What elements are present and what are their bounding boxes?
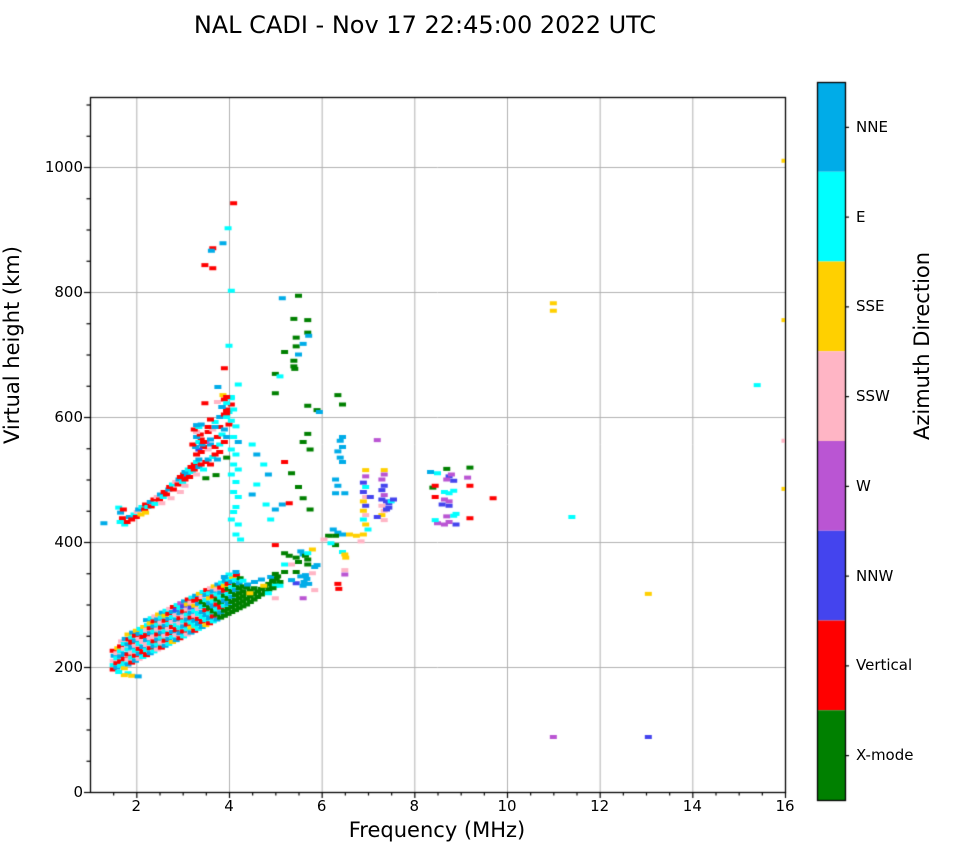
y-tick-label: 800 bbox=[54, 283, 83, 301]
y-tick-label: 1000 bbox=[44, 158, 83, 176]
x-tick-label: 10 bbox=[497, 797, 517, 815]
colorbar-category-label: SSE bbox=[856, 297, 885, 316]
colorbar-category-label: W bbox=[856, 476, 871, 495]
x-tick-label: 6 bbox=[316, 797, 327, 815]
y-tick-label: 200 bbox=[54, 658, 83, 676]
y-tick-label: 0 bbox=[73, 783, 83, 801]
colorbar-title: Azimuth Direction bbox=[910, 251, 934, 440]
chart-title: NAL CADI - Nov 17 22:45:00 2022 UTC bbox=[193, 11, 657, 39]
colorbar-category-label: SSW bbox=[856, 387, 890, 406]
colorbar-category-label: Vertical bbox=[856, 656, 913, 675]
y-tick-label: 600 bbox=[54, 408, 83, 426]
x-tick-label: 2 bbox=[131, 797, 142, 815]
colorbar-category-label: X-mode bbox=[856, 746, 914, 765]
x-tick-label: 16 bbox=[775, 797, 795, 815]
colorbar-category-label: NNW bbox=[856, 566, 894, 585]
x-axis-label: Frequency (MHz) bbox=[348, 818, 526, 842]
colorbar-category-label: E bbox=[856, 207, 866, 226]
x-tick-label: 14 bbox=[682, 797, 702, 815]
y-tick-label: 400 bbox=[54, 533, 83, 551]
colorbar-category-label: NNE bbox=[856, 117, 888, 136]
y-axis-label: Virtual height (km) bbox=[0, 246, 24, 444]
x-tick-label: 12 bbox=[590, 797, 610, 815]
x-tick-label: 4 bbox=[224, 797, 234, 815]
x-tick-label: 8 bbox=[409, 797, 420, 815]
